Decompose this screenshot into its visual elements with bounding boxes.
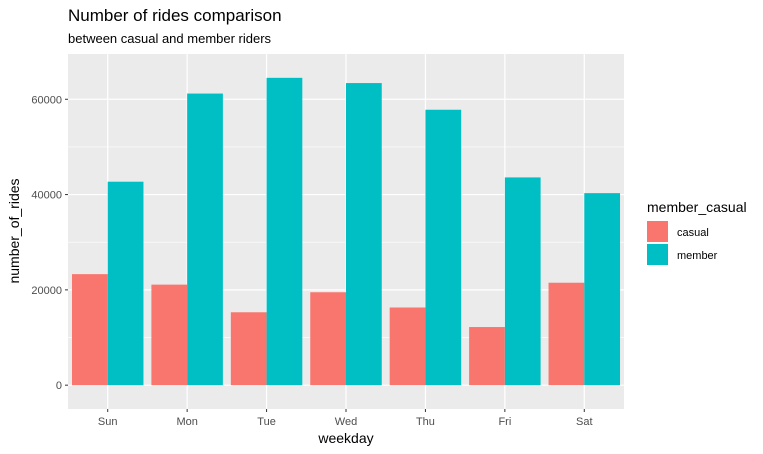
x-tick-label: Tue bbox=[257, 416, 276, 428]
bar-casual-wed bbox=[310, 292, 346, 386]
bars bbox=[71, 77, 621, 386]
bar-casual-tue bbox=[230, 312, 267, 386]
y-tick-label: 60000 bbox=[31, 94, 62, 106]
bar-member-fri bbox=[504, 177, 541, 386]
y-tick-label: 0 bbox=[56, 380, 62, 392]
bar-member-wed bbox=[346, 83, 382, 386]
x-axis-title: weekday bbox=[317, 430, 373, 446]
legend: member_casual casual member bbox=[647, 199, 747, 265]
y-tick-label: 20000 bbox=[31, 285, 62, 297]
legend-title: member_casual bbox=[647, 199, 747, 215]
legend-key-member bbox=[647, 244, 668, 265]
bar-member-tue bbox=[266, 77, 303, 386]
chart-subtitle: between casual and member riders bbox=[68, 31, 272, 46]
x-tick-label: Sun bbox=[98, 416, 118, 428]
bar-casual-fri bbox=[469, 327, 505, 386]
bar-member-mon bbox=[187, 93, 223, 386]
x-tick-label: Thu bbox=[416, 416, 435, 428]
chart-title: Number of rides comparison bbox=[68, 6, 282, 25]
bar-casual-sat bbox=[548, 282, 585, 386]
y-axis-ticks: 0 20000 40000 60000 bbox=[31, 94, 68, 392]
x-tick-label: Wed bbox=[335, 416, 357, 428]
bar-casual-mon bbox=[151, 284, 188, 386]
legend-label-casual: casual bbox=[677, 227, 709, 239]
bar-member-thu bbox=[425, 109, 462, 386]
legend-key-casual bbox=[647, 221, 668, 242]
x-axis-ticks: Sun Mon Tue Wed Thu Fri Sat bbox=[98, 409, 593, 428]
x-tick-label: Sat bbox=[576, 416, 593, 428]
y-tick-label: 40000 bbox=[31, 190, 62, 202]
legend-label-member: member bbox=[677, 250, 718, 262]
x-tick-label: Fri bbox=[498, 416, 511, 428]
bar-member-sun bbox=[107, 181, 144, 386]
y-axis-title: number_of_rides bbox=[6, 178, 22, 283]
bar-member-sat bbox=[584, 193, 621, 386]
bar-casual-sun bbox=[71, 274, 108, 386]
bar-casual-thu bbox=[389, 307, 426, 386]
x-tick-label: Mon bbox=[176, 416, 197, 428]
